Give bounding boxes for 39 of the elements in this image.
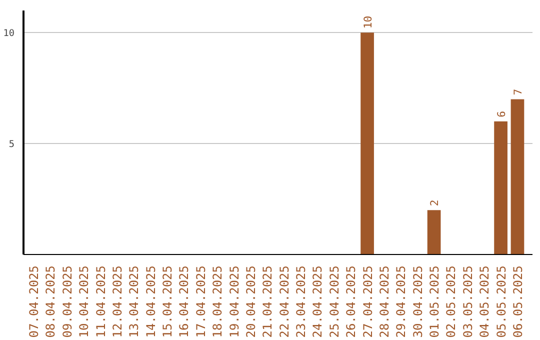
data-label: 6 [494,110,508,118]
bar [510,99,524,254]
bar [494,121,508,254]
x-tick-label: 08.04.2025 [44,265,58,338]
x-tick-label: 17.04.2025 [194,265,208,338]
x-tick-label: 06.05.2025 [510,265,525,338]
x-tick-label: 16.04.2025 [177,265,192,338]
x-tick-label: 23.04.2025 [294,265,308,338]
x-tick-label: 10.04.2025 [77,265,92,338]
data-label: 10 [361,16,374,29]
x-tick-label: 29.04.2025 [394,265,408,338]
y-tick-label: 5 [8,139,15,150]
x-tick-label: 21.04.2025 [260,265,275,338]
x-tick-label: 12.04.2025 [110,265,124,338]
x-tick-label: 13.04.2025 [127,265,142,338]
bar [360,32,374,254]
x-tick-label: 03.05.2025 [460,265,475,338]
x-tick-label: 11.04.2025 [94,265,108,338]
x-tick-label: 05.05.2025 [494,265,508,338]
data-label: 2 [428,200,442,206]
x-tick-label: 19.04.2025 [227,265,242,338]
x-tick-label: 20.04.2025 [244,265,258,338]
x-tick-label: 14.04.2025 [144,265,158,338]
x-tick-label: 01.05.2025 [428,265,442,338]
x-tick-label: 28.04.2025 [377,265,392,338]
x-tick-label: 24.04.2025 [310,265,325,338]
x-tick-label: 15.04.2025 [160,265,175,338]
x-tick-label: 04.05.2025 [478,265,492,338]
x-tick-label: 22.04.2025 [277,265,292,338]
x-tick-label: 09.04.2025 [60,265,74,338]
x-tick-label: 26.04.2025 [344,265,358,338]
x-tick-label: 02.05.2025 [444,265,458,338]
bar [427,210,441,254]
x-tick-label: 25.04.2025 [327,265,342,338]
data-label: 7 [511,88,524,96]
x-tick-label: 07.04.2025 [27,265,42,338]
x-tick-label: 27.04.2025 [360,265,375,338]
x-tick-label: 18.04.2025 [210,265,225,338]
x-tick-label: 30.04.2025 [410,265,425,338]
